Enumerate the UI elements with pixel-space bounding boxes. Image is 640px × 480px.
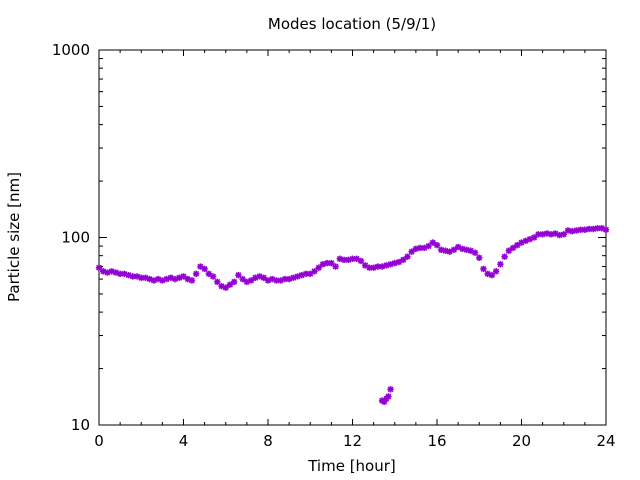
data-point [222, 284, 229, 291]
data-point [471, 249, 479, 256]
y-axis-label: Particle size [nm] [5, 172, 23, 302]
data-point [188, 277, 196, 284]
data-point [425, 242, 432, 250]
data-point [226, 281, 234, 288]
x-axis-ticks: 0 4 8 12 16 20 24 [94, 50, 616, 450]
data-point [501, 253, 508, 260]
data-point [560, 231, 567, 238]
data-point [602, 226, 610, 233]
data-point [239, 275, 246, 283]
data-point [488, 271, 496, 279]
data-point [332, 263, 339, 270]
data-point [408, 248, 415, 255]
data-point [260, 274, 267, 281]
minor-ticks [99, 50, 606, 425]
data-point [192, 270, 200, 278]
data-point [214, 278, 221, 286]
y-tick-label: 10 [71, 416, 90, 434]
data-point [235, 271, 242, 279]
data-point [476, 254, 483, 261]
data-point [387, 386, 394, 393]
y-tick-label: 100 [61, 229, 90, 247]
data-point [543, 230, 551, 237]
data-point [590, 225, 597, 233]
data-point [480, 265, 487, 273]
y-tick-label: 1000 [52, 41, 90, 59]
data-point [205, 270, 213, 278]
x-tick-label: 20 [512, 432, 531, 450]
data-point [509, 244, 517, 252]
data-point [459, 245, 466, 253]
data-point [526, 235, 534, 243]
data-point [201, 265, 208, 273]
data-points [95, 225, 610, 405]
data-point [247, 277, 255, 284]
data-point [505, 247, 513, 254]
data-point [547, 231, 555, 238]
x-axis-label: Time [hour] [307, 457, 396, 475]
y-axis-ticks: 10 100 1000 [52, 41, 606, 434]
x-tick-label: 4 [179, 432, 189, 450]
data-point [319, 261, 327, 268]
data-point [209, 273, 217, 280]
data-point [231, 278, 238, 286]
data-point [433, 241, 441, 249]
data-point [438, 246, 445, 253]
data-point [294, 273, 301, 280]
x-tick-label: 16 [427, 432, 446, 450]
data-point [497, 261, 504, 268]
data-point [404, 253, 411, 260]
x-tick-label: 12 [343, 432, 362, 450]
data-point [385, 393, 392, 400]
x-tick-label: 24 [596, 432, 615, 450]
data-point [450, 246, 458, 253]
data-point [492, 268, 500, 275]
data-point [357, 257, 365, 265]
data-point [569, 228, 576, 235]
x-tick-label: 8 [263, 432, 273, 450]
chart-title: Modes location (5/9/1) [268, 15, 436, 33]
x-tick-label: 0 [94, 432, 104, 450]
